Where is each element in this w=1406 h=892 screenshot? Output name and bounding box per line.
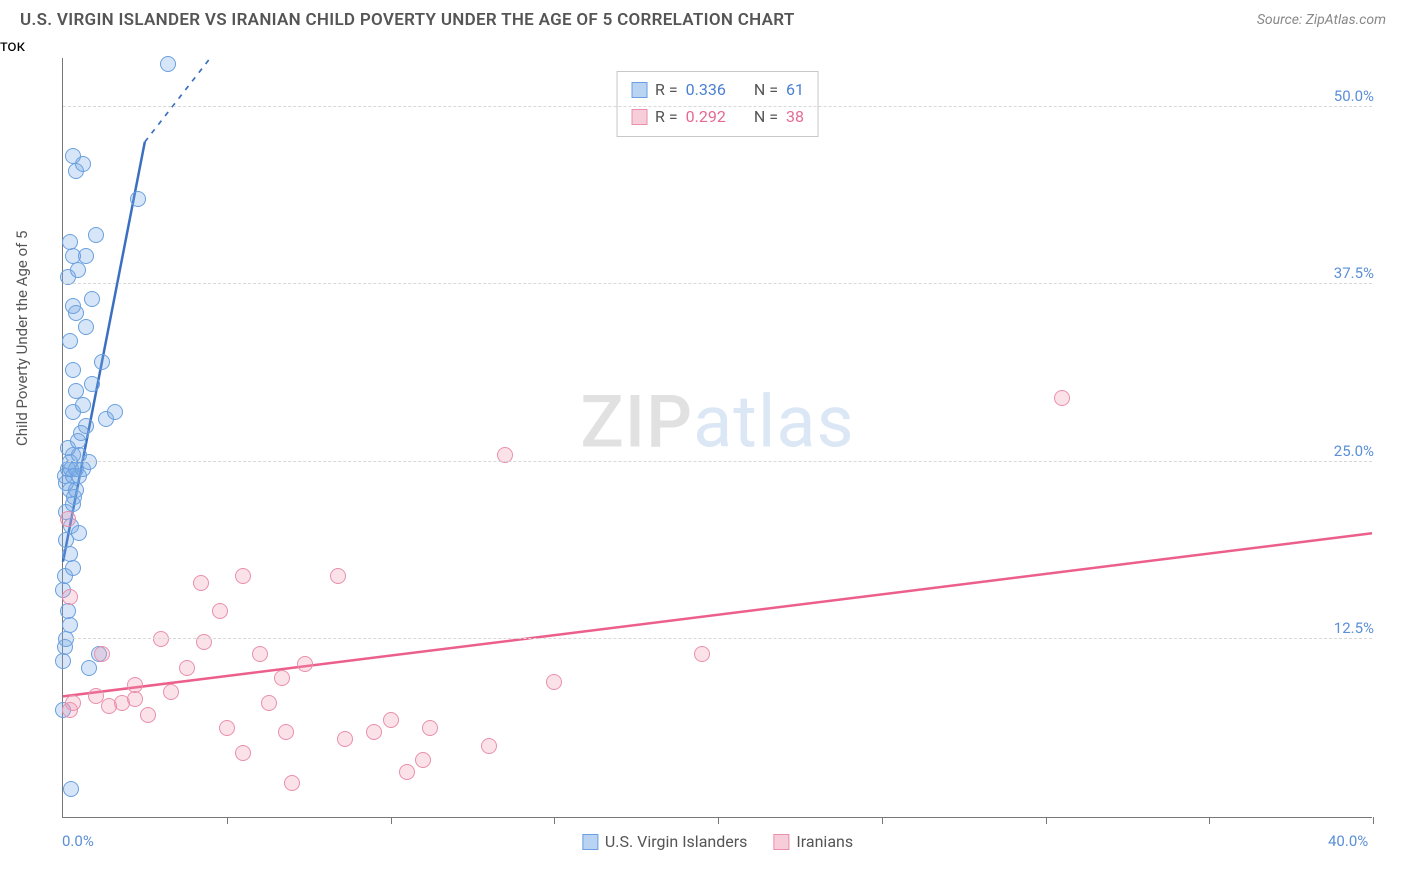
scatter-point-iranians bbox=[65, 695, 81, 711]
x-tick bbox=[882, 817, 883, 824]
y-tick-label: 37.5% bbox=[1334, 264, 1374, 282]
source-label: Source: ZipAtlas.com bbox=[1257, 12, 1386, 28]
plot-area: ZIPatlas R =0.336N =61R =0.292N =38 U.S.… bbox=[62, 58, 1372, 818]
scatter-point-usvi bbox=[62, 546, 78, 562]
scatter-point-iranians bbox=[179, 660, 195, 676]
x-tick bbox=[1046, 817, 1047, 824]
scatter-point-iranians bbox=[415, 752, 431, 768]
scatter-point-usvi bbox=[60, 603, 76, 619]
chart-container: Child Poverty Under the Age of 5 ZIPatla… bbox=[20, 46, 1386, 856]
y-tick-label: 12.5% bbox=[1334, 619, 1374, 637]
scatter-point-usvi bbox=[65, 560, 81, 576]
x-max-label: 40.0% bbox=[1328, 832, 1368, 850]
scatter-point-iranians bbox=[694, 646, 710, 662]
scatter-point-usvi bbox=[62, 333, 78, 349]
scatter-point-usvi bbox=[62, 617, 78, 633]
scatter-point-usvi bbox=[66, 489, 82, 505]
scatter-point-iranians bbox=[284, 775, 300, 791]
scatter-point-usvi bbox=[84, 291, 100, 307]
scatter-point-iranians bbox=[274, 670, 290, 686]
scatter-point-usvi bbox=[130, 191, 146, 207]
scatter-point-iranians bbox=[261, 695, 277, 711]
scatter-point-usvi bbox=[84, 376, 100, 392]
scatter-point-iranians bbox=[235, 745, 251, 761]
scatter-point-iranians bbox=[127, 691, 143, 707]
scatter-point-iranians bbox=[235, 568, 251, 584]
legend-stat-row-iranians: R =0.292N =38 bbox=[631, 103, 804, 130]
scatter-point-iranians bbox=[399, 764, 415, 780]
scatter-point-usvi bbox=[88, 227, 104, 243]
scatter-point-usvi bbox=[65, 148, 81, 164]
x-tick bbox=[554, 817, 555, 824]
x-min-label: 0.0% bbox=[62, 832, 94, 850]
gridline bbox=[63, 106, 1372, 107]
scatter-point-usvi bbox=[75, 397, 91, 413]
scatter-point-iranians bbox=[212, 603, 228, 619]
scatter-point-usvi bbox=[65, 248, 81, 264]
scatter-point-usvi bbox=[68, 383, 84, 399]
scatter-point-usvi bbox=[70, 262, 86, 278]
legend-item-iranians: Iranians bbox=[773, 832, 853, 851]
scatter-point-usvi bbox=[73, 425, 89, 441]
scatter-point-iranians bbox=[278, 724, 294, 740]
scatter-point-usvi bbox=[58, 631, 74, 647]
scatter-point-iranians bbox=[297, 656, 313, 672]
x-tick bbox=[1373, 817, 1374, 824]
scatter-point-iranians bbox=[337, 731, 353, 747]
scatter-point-iranians bbox=[196, 634, 212, 650]
y-axis-label: Child Poverty Under the Age of 5 bbox=[13, 231, 31, 447]
watermark: ZIPatlas bbox=[580, 380, 854, 465]
gridline bbox=[63, 638, 1372, 639]
scatter-point-usvi bbox=[78, 319, 94, 335]
scatter-point-usvi bbox=[160, 56, 176, 72]
scatter-point-iranians bbox=[163, 684, 179, 700]
regression-lines bbox=[63, 58, 1372, 817]
y-tick-label: 50.0% bbox=[1334, 87, 1374, 105]
scatter-point-usvi bbox=[81, 660, 97, 676]
scatter-point-iranians bbox=[366, 724, 382, 740]
scatter-point-usvi bbox=[62, 234, 78, 250]
legend-item-usvi: U.S. Virgin Islanders bbox=[582, 832, 748, 851]
legend-stats: R =0.336N =61R =0.292N =38 bbox=[616, 71, 819, 137]
chart-title: U.S. VIRGIN ISLANDER VS IRANIAN CHILD PO… bbox=[20, 10, 795, 30]
scatter-point-iranians bbox=[219, 720, 235, 736]
scatter-point-iranians bbox=[546, 674, 562, 690]
scatter-point-iranians bbox=[1054, 390, 1070, 406]
scatter-point-usvi bbox=[94, 354, 110, 370]
gridline bbox=[63, 461, 1372, 462]
scatter-point-iranians bbox=[127, 677, 143, 693]
scatter-point-usvi bbox=[55, 653, 71, 669]
scatter-point-iranians bbox=[94, 646, 110, 662]
scatter-point-iranians bbox=[153, 631, 169, 647]
scatter-point-iranians bbox=[422, 720, 438, 736]
scatter-point-iranians bbox=[330, 568, 346, 584]
x-tick bbox=[227, 817, 228, 824]
scatter-point-iranians bbox=[140, 707, 156, 723]
scatter-point-usvi bbox=[65, 298, 81, 314]
scatter-point-usvi bbox=[63, 781, 79, 797]
legend-series: U.S. Virgin Islanders Iranians bbox=[582, 832, 853, 851]
scatter-point-iranians bbox=[383, 712, 399, 728]
x-tick bbox=[1209, 817, 1210, 824]
x-tick bbox=[718, 817, 719, 824]
scatter-point-iranians bbox=[60, 511, 76, 527]
y-tick-label: 25.0% bbox=[1334, 442, 1374, 460]
scatter-point-usvi bbox=[107, 404, 123, 420]
scatter-point-iranians bbox=[193, 575, 209, 591]
scatter-point-iranians bbox=[62, 589, 78, 605]
gridline bbox=[63, 283, 1372, 284]
legend-stat-row-usvi: R =0.336N =61 bbox=[631, 76, 804, 103]
scatter-point-usvi bbox=[65, 362, 81, 378]
x-tick bbox=[391, 817, 392, 824]
scatter-point-iranians bbox=[252, 646, 268, 662]
scatter-point-iranians bbox=[481, 738, 497, 754]
scatter-point-usvi bbox=[71, 525, 87, 541]
